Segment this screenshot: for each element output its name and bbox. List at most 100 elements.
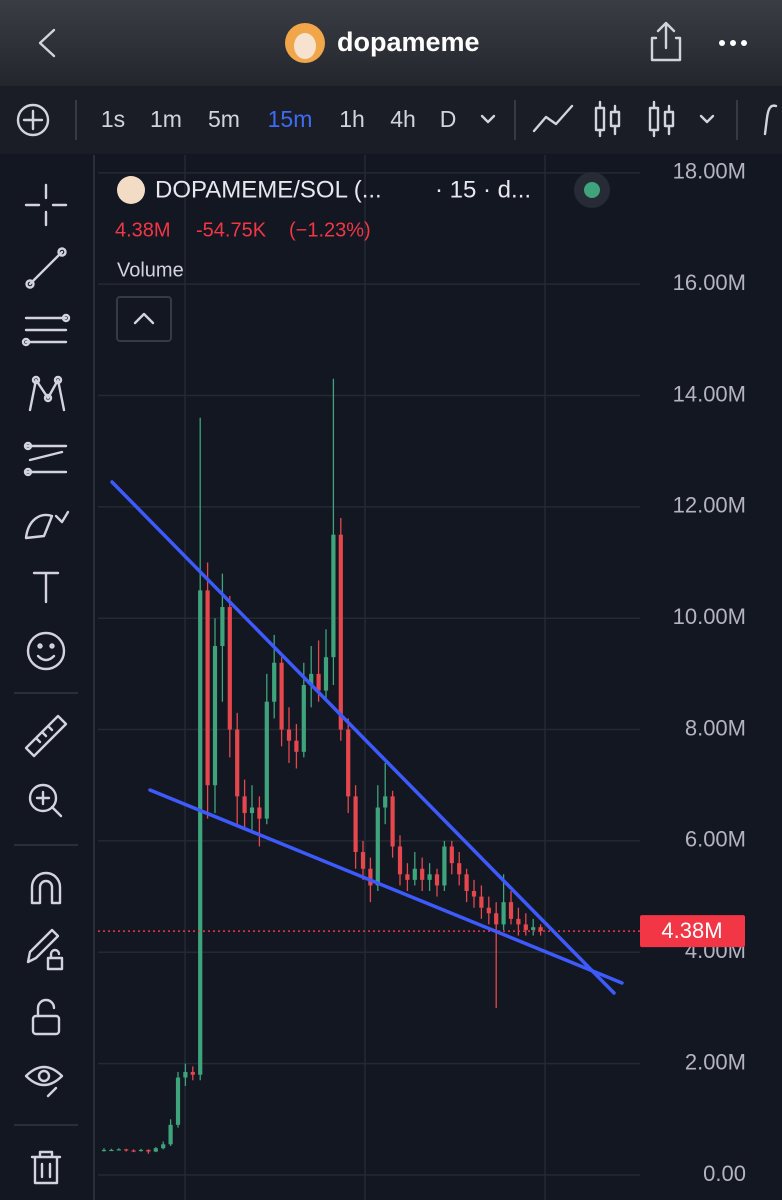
candle-body — [427, 874, 432, 880]
candle-body — [508, 902, 514, 919]
candle-body — [405, 874, 410, 880]
lock-tool[interactable] — [31, 998, 61, 1036]
time-grid — [184, 155, 546, 1200]
candle-body — [338, 534, 343, 730]
last-price-box — [640, 915, 745, 948]
candle-body — [531, 927, 536, 930]
emoji-tool[interactable] — [26, 631, 66, 671]
candle-body — [294, 740, 299, 752]
candle-body — [227, 607, 232, 730]
delete-tool[interactable] — [30, 1150, 62, 1185]
candle-body — [360, 852, 366, 869]
candle-body — [353, 796, 358, 853]
candle-body — [146, 1149, 151, 1152]
candle-body — [383, 796, 388, 808]
zoom-tool[interactable] — [28, 783, 63, 818]
candle-body — [316, 673, 321, 691]
y-tick-label: 0.00 — [703, 1161, 746, 1186]
magnet-tool[interactable] — [30, 871, 62, 905]
last-price: 4.38M — [115, 219, 171, 241]
back-button[interactable] — [38, 28, 56, 58]
candle-body — [286, 729, 292, 741]
candle-body — [101, 1149, 107, 1152]
more-button[interactable] — [719, 40, 747, 46]
candle-body — [309, 673, 314, 686]
indicator-name[interactable]: Volume — [117, 259, 184, 281]
candle-body — [523, 924, 528, 930]
y-tick-label: 2.00M — [685, 1049, 746, 1074]
candle-body — [538, 927, 543, 932]
candle-body — [464, 874, 469, 892]
timeframe-button[interactable]: 5m — [208, 106, 240, 132]
candle-body — [205, 590, 210, 786]
visibility-tool[interactable] — [24, 1065, 64, 1098]
plot-area — [98, 155, 640, 1200]
timeframe-button[interactable]: D — [440, 106, 457, 132]
collapse-button[interactable] — [116, 296, 172, 342]
timeframe-menu[interactable] — [480, 114, 496, 124]
candle-body — [323, 657, 329, 691]
timeframe-button[interactable]: 1m — [150, 106, 182, 132]
candle-body — [434, 874, 440, 886]
avatar-face — [294, 33, 316, 59]
forecast-tool[interactable] — [23, 441, 68, 477]
candle-body — [249, 807, 255, 814]
brush-tool[interactable] — [24, 510, 70, 540]
page-title: dopameme — [337, 27, 480, 57]
candle-body — [175, 1077, 181, 1125]
ruler-tool[interactable] — [24, 714, 68, 758]
candle-body — [301, 685, 306, 752]
candle-body — [279, 662, 284, 730]
crosshair-tool[interactable] — [24, 183, 68, 227]
lock-drawings-tool[interactable] — [26, 928, 64, 971]
candle-body — [479, 896, 484, 908]
text-tool[interactable] — [32, 571, 60, 604]
candle-body — [494, 913, 499, 925]
y-tick-label: 10.00M — [673, 604, 746, 629]
last-price-label: 4.38M — [661, 918, 722, 943]
price-change-percent: (−1.23%) — [289, 219, 371, 241]
toolbar — [0, 86, 782, 154]
y-tick-label: 6.00M — [685, 827, 746, 852]
candle-body — [242, 796, 247, 814]
candle-body — [109, 1149, 114, 1152]
candle-body — [457, 863, 462, 875]
price-change: -54.75K — [196, 219, 267, 241]
y-tick-label: 14.00M — [673, 381, 746, 406]
chart-type-menu[interactable] — [699, 114, 715, 124]
candle-body — [346, 729, 351, 797]
indicators-button[interactable] — [763, 104, 778, 136]
candles-button[interactable] — [594, 100, 621, 138]
timeframe-button[interactable]: 1s — [101, 106, 125, 132]
drawn-trend-lines[interactable] — [110, 480, 624, 995]
tool-panel — [0, 155, 92, 1200]
candle-body — [212, 646, 218, 786]
symbol-icon — [117, 176, 145, 204]
candle-body — [412, 868, 417, 880]
line-chart-button[interactable] — [532, 104, 574, 133]
candle-body — [131, 1150, 136, 1152]
candle-body — [368, 868, 373, 886]
candle-body — [220, 607, 225, 647]
trend-line-tool[interactable] — [25, 247, 67, 289]
timeframe-button[interactable]: 1h — [339, 106, 365, 132]
y-tick-label: 12.00M — [673, 493, 746, 518]
y-tick-label: 18.00M — [673, 159, 746, 184]
candle-body — [516, 918, 521, 925]
pattern-tool[interactable] — [28, 375, 66, 412]
candle-body — [168, 1124, 173, 1145]
hollow-candles-button[interactable] — [648, 100, 675, 138]
timeframe-button[interactable]: 15m — [268, 106, 313, 132]
market-status-dot — [584, 182, 600, 198]
candle-body — [272, 662, 277, 702]
candle-body — [264, 701, 269, 819]
timeframe-button[interactable]: 4h — [390, 106, 416, 132]
fib-tool[interactable] — [21, 313, 71, 347]
share-button[interactable] — [650, 21, 682, 62]
candle-body — [124, 1149, 129, 1151]
candle-body — [153, 1148, 158, 1152]
candle-body — [442, 846, 447, 886]
add-symbol-button[interactable] — [16, 103, 50, 137]
candle-body — [198, 590, 203, 1075]
symbol[interactable]: DOPAMEME/SOL (... — [155, 176, 382, 203]
